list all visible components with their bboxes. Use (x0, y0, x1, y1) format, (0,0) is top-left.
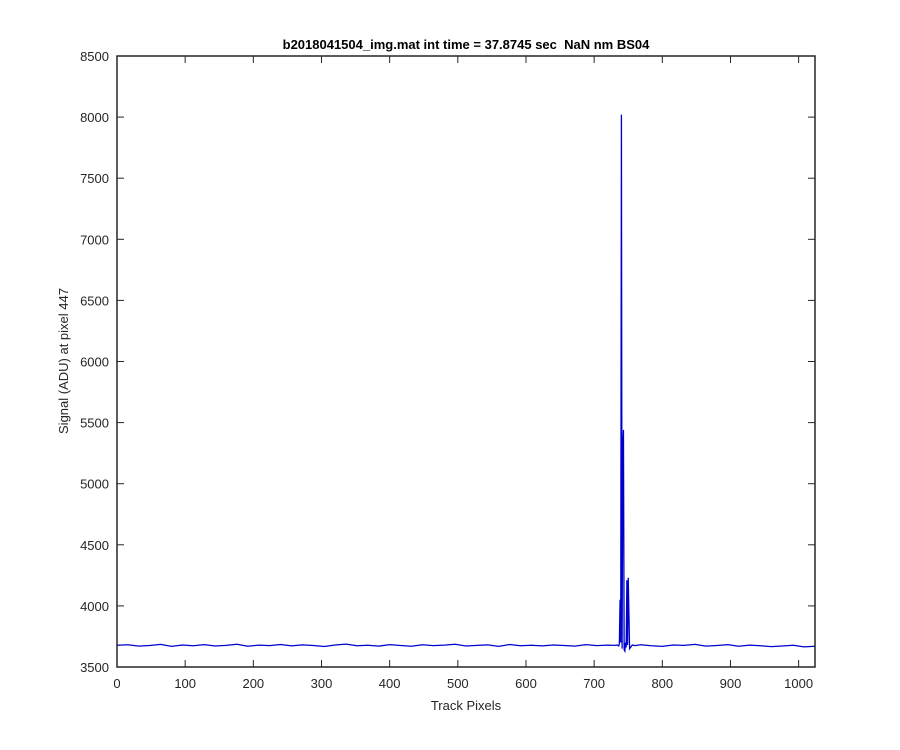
y-tick-label: 8500 (80, 49, 109, 64)
x-tick-label: 400 (379, 676, 401, 691)
y-tick-label: 4500 (80, 538, 109, 553)
chart-title: b2018041504_img.mat int time = 37.8745 s… (283, 37, 650, 52)
x-tick-label: 600 (515, 676, 537, 691)
y-tick-label: 4000 (80, 599, 109, 614)
x-tick-label: 200 (242, 676, 264, 691)
x-tick-label: 1000 (784, 676, 813, 691)
y-tick-label: 7000 (80, 232, 109, 247)
x-axis-label: Track Pixels (431, 698, 502, 713)
y-tick-label: 5500 (80, 416, 109, 431)
y-axis-label: Signal (ADU) at pixel 447 (56, 288, 71, 434)
x-tick-label: 300 (311, 676, 333, 691)
x-tick-label: 900 (720, 676, 742, 691)
y-tick-label: 3500 (80, 660, 109, 675)
x-tick-label: 0 (113, 676, 120, 691)
axes-box (116, 55, 816, 668)
y-tick-label: 6500 (80, 293, 109, 308)
x-tick-label: 700 (583, 676, 605, 691)
x-tick-label: 800 (651, 676, 673, 691)
y-tick-label: 5000 (80, 477, 109, 492)
y-tick-label: 8000 (80, 110, 109, 125)
y-tick-label: 6000 (80, 355, 109, 370)
x-tick-label: 500 (447, 676, 469, 691)
x-tick-label: 100 (174, 676, 196, 691)
y-tick-label: 7500 (80, 171, 109, 186)
data-line (116, 114, 816, 654)
